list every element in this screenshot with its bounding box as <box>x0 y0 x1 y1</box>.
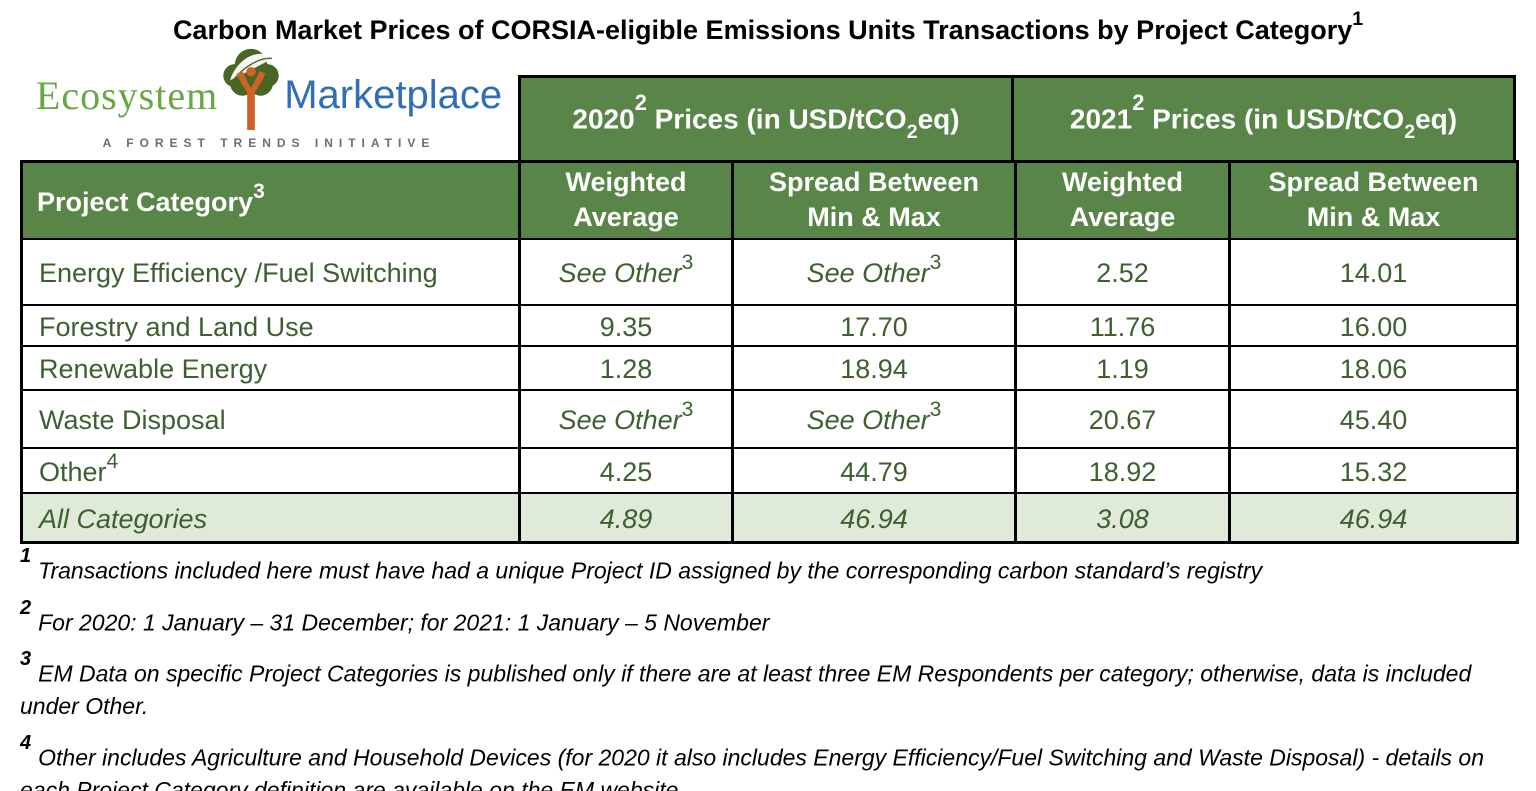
cell-value: 2.52 <box>1014 237 1231 306</box>
col-header-spread-2021: Spread Between Min & Max <box>1228 160 1519 240</box>
cell-value: 18.94 <box>731 344 1017 391</box>
cell-value: 9.35 <box>518 303 734 347</box>
cell-value: See Other3 <box>518 237 734 306</box>
page-title-footnote-marker: 1 <box>1352 8 1364 30</box>
footnote-4: 4Other includes Agriculture and Househol… <box>20 731 1485 791</box>
table-row-waste-disposal: Waste Disposal See Other3 See Other3 20.… <box>20 388 1519 449</box>
cell-value: 17.70 <box>731 303 1017 347</box>
cell-value: 18.92 <box>1014 446 1231 494</box>
col-header-project-category: Project Category3 <box>20 160 521 240</box>
year-header-2020: 20202 Prices (in USD/tCO2eq) <box>518 75 1014 160</box>
table-row-energy-efficiency: Energy Efficiency /Fuel Switching See Ot… <box>20 237 1519 306</box>
cell-value: 45.40 <box>1228 388 1519 449</box>
year-header-2021: 20212 Prices (in USD/tCO2eq) <box>1014 75 1516 160</box>
col-header-weighted-average-2021: Weighted Average <box>1014 160 1231 240</box>
price-table: Project Category3 Weighted Average Sprea… <box>20 160 1519 544</box>
cell-category: Other4 <box>20 446 521 494</box>
col-header-weighted-average-2020: Weighted Average <box>518 160 734 240</box>
footnote-2: 2For 2020: 1 January – 31 December; for … <box>20 596 770 636</box>
cell-value: See Other3 <box>518 388 734 449</box>
col-header-spread-2020: Spread Between Min & Max <box>731 160 1017 240</box>
cell-category: Renewable Energy <box>20 344 521 391</box>
logo-tagline: A FOREST TRENDS INITIATIVE <box>102 136 436 150</box>
tree-icon <box>223 48 279 131</box>
footnotes: 1Transactions included here must have ha… <box>20 545 1522 791</box>
cell-value: 11.76 <box>1014 303 1231 347</box>
cell-value: 1.28 <box>518 344 734 391</box>
cell-value: 46.94 <box>731 491 1017 544</box>
table-row-all-categories: All Categories 4.89 46.94 3.08 46.94 <box>20 491 1519 544</box>
table-row-forestry: Forestry and Land Use 9.35 17.70 11.76 1… <box>20 303 1519 347</box>
logo-row: Ecosystem Marketplace <box>20 48 518 134</box>
column-header-row: Project Category3 Weighted Average Sprea… <box>20 160 1519 240</box>
cell-value: See Other3 <box>731 388 1017 449</box>
cell-value: 4.25 <box>518 446 734 494</box>
table-row-other: Other4 4.25 44.79 18.92 15.32 <box>20 446 1519 494</box>
cell-value: 16.00 <box>1228 303 1519 347</box>
logo-marketplace-text: Marketplace <box>284 72 503 117</box>
cell-value: 18.06 <box>1228 344 1519 391</box>
cell-value: 3.08 <box>1014 491 1231 544</box>
page-title-text: Carbon Market Prices of CORSIA-eligible … <box>172 15 1353 45</box>
cell-value: 4.89 <box>518 491 734 544</box>
year-header-2020-text: 20202 Prices (in USD/tCO2eq) <box>572 89 960 144</box>
cell-category: Energy Efficiency /Fuel Switching <box>20 237 521 306</box>
footnote-3: 3EM Data on specific Project Categories … <box>20 648 1472 719</box>
cell-category: Forestry and Land Use <box>20 303 521 347</box>
cell-value: 1.19 <box>1014 344 1231 391</box>
footnote-1: 1Transactions included here must have ha… <box>20 545 1263 584</box>
logo-ecosystem-text: Ecosystem <box>35 72 219 118</box>
cell-value: 14.01 <box>1228 237 1519 306</box>
cell-value: 15.32 <box>1228 446 1519 494</box>
cell-value: 46.94 <box>1228 491 1519 544</box>
ecosystem-marketplace-logo: Ecosystem Marketplace A FOREST TRENDS IN… <box>20 48 518 156</box>
cell-category: Waste Disposal <box>20 388 521 449</box>
cell-value: 44.79 <box>731 446 1017 494</box>
page-title: Carbon Market Prices of CORSIA-eligible … <box>0 8 1536 46</box>
table-row-renewable-energy: Renewable Energy 1.28 18.94 1.19 18.06 <box>20 344 1519 391</box>
cell-value: 20.67 <box>1014 388 1231 449</box>
cell-value: See Other3 <box>731 237 1017 306</box>
cell-category: All Categories <box>20 491 521 544</box>
year-header-2021-text: 20212 Prices (in USD/tCO2eq) <box>1069 89 1458 144</box>
